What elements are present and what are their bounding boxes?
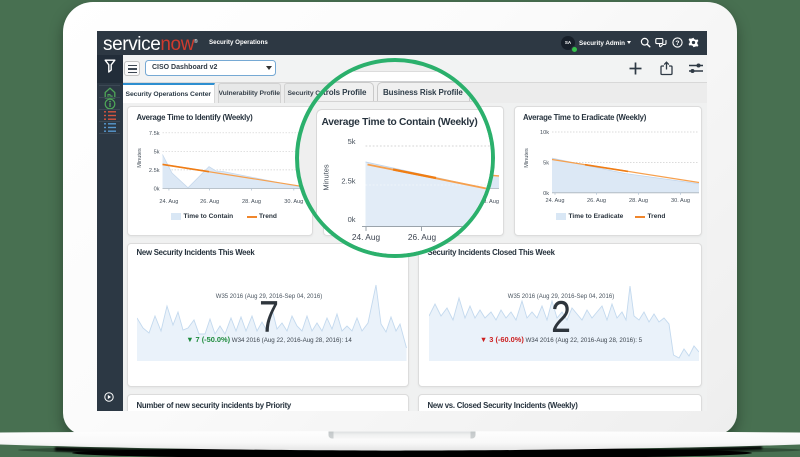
svg-text:Minutes: Minutes [137,148,143,168]
svg-text:2.5k: 2.5k [149,168,160,174]
svg-text:5k: 5k [543,161,549,167]
svg-text:26. Aug: 26. Aug [408,232,437,242]
svg-text:5k: 5k [154,149,160,155]
svg-text:30. Aug: 30. Aug [284,199,303,205]
svg-text:0k: 0k [348,215,356,224]
svg-text:30. Aug: 30. Aug [671,198,690,204]
svg-text:Minutes: Minutes [524,148,530,168]
svg-text:24. Aug: 24. Aug [352,232,381,242]
svg-text:10k: 10k [539,130,548,136]
svg-text:24. Aug: 24. Aug [159,199,178,205]
svg-text:?: ? [675,40,679,47]
svg-text:0k: 0k [154,187,160,193]
svg-text:24. Aug: 24. Aug [545,198,564,204]
svg-text:0k: 0k [543,191,549,197]
svg-text:26. Aug: 26. Aug [200,199,219,205]
svg-text:28. Aug: 28. Aug [629,198,648,204]
svg-text:7.5k: 7.5k [149,131,160,137]
svg-text:28. Aug: 28. Aug [242,199,261,205]
svg-text:26. Aug: 26. Aug [587,198,606,204]
svg-text:Minutes: Minutes [322,164,331,191]
svg-text:2.5k: 2.5k [341,177,355,186]
svg-text:5k: 5k [348,137,356,146]
